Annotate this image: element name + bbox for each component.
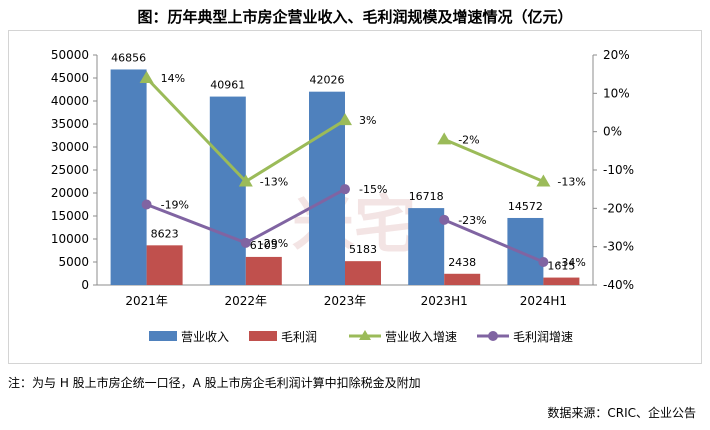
- revenue-growth-label: 3%: [359, 114, 376, 127]
- x-tick-label: 2021年: [125, 294, 168, 308]
- revenue-growth-marker: [338, 113, 352, 126]
- left-tick-label: 40000: [51, 94, 89, 108]
- bar-gross-profit: [146, 245, 183, 285]
- left-tick-label: 20000: [51, 186, 89, 200]
- left-tick-label: 35000: [51, 117, 89, 131]
- bar-data-label: 6105: [250, 239, 278, 252]
- legend-marker: [488, 331, 498, 341]
- profit-growth-line: [443, 218, 544, 264]
- bar-data-label: 42026: [310, 74, 345, 87]
- profit-growth-label: -23%: [458, 214, 486, 227]
- legend-label: 毛利润增速: [513, 330, 573, 344]
- legend-label: 营业收入增速: [385, 330, 457, 344]
- bar-revenue: [408, 208, 445, 285]
- bar-revenue: [209, 96, 246, 285]
- right-tick-label: 10%: [603, 86, 630, 100]
- revenue-growth-label: -13%: [557, 176, 585, 189]
- left-tick-label: 15000: [51, 209, 89, 223]
- left-tick-label: 5000: [58, 255, 89, 269]
- revenue-growth-marker: [437, 132, 452, 145]
- revenue-growth-line: [443, 137, 544, 183]
- revenue-growth-marker: [139, 71, 154, 83]
- profit-growth-label: -34%: [557, 256, 585, 269]
- right-tick-label: 20%: [603, 48, 630, 62]
- profit-growth-marker: [340, 184, 350, 195]
- bar-gross-profit: [345, 261, 381, 285]
- left-tick-label: 45000: [51, 71, 89, 85]
- figure-title: 图：历年典型上市房企营业收入、毛利润规模及增速情况（亿元）: [137, 8, 573, 26]
- left-tick-label: 25000: [51, 163, 89, 177]
- left-tick-label: 50000: [51, 48, 89, 62]
- x-tick-label: 2024H1: [520, 294, 567, 308]
- left-tick-label: 10000: [51, 232, 89, 246]
- profit-growth-label: -29%: [260, 237, 288, 250]
- profit-growth-label: -19%: [161, 199, 189, 212]
- revenue-growth-label: 14%: [161, 72, 185, 85]
- bar-revenue: [110, 69, 147, 285]
- combo-chart: 米宅05000100001500020000250003000035000400…: [51, 48, 634, 344]
- legend-label: 营业收入: [181, 330, 229, 344]
- right-tick-label: -40%: [603, 278, 634, 292]
- right-tick-label: 0%: [603, 125, 622, 139]
- data-source: 数据来源：CRIC、企业公告: [547, 406, 696, 420]
- bar-data-label: 8623: [151, 227, 179, 240]
- legend-marker: [359, 330, 371, 340]
- bar-gross-profit: [245, 256, 282, 285]
- bar-data-label: 14572: [508, 200, 543, 213]
- bar-data-label: 40961: [210, 79, 245, 92]
- right-tick-label: -10%: [603, 163, 634, 177]
- right-tick-label: -20%: [603, 201, 634, 215]
- legend-swatch: [149, 331, 177, 341]
- bar-gross-profit: [543, 277, 580, 285]
- revenue-growth-marker: [536, 174, 551, 187]
- left-tick-label: 0: [81, 278, 89, 292]
- x-tick-label: 2022年: [225, 294, 268, 308]
- footnote: 注：为与 H 股上市房企统一口径，A 股上市房企毛利润计算中扣除税金及附加: [8, 376, 421, 390]
- profit-growth-marker: [141, 199, 152, 210]
- bar-revenue: [507, 217, 544, 285]
- bar-data-label: 46856: [111, 51, 146, 64]
- bar-gross-profit: [444, 273, 481, 285]
- profit-growth-marker: [439, 214, 450, 225]
- bar-revenue: [309, 91, 345, 285]
- profit-growth-marker: [240, 237, 251, 248]
- chart-frame: 米宅 0 5000 10000 15000 20000 25000 30000 35000 400…: [8, 30, 702, 364]
- profit-growth-label: -15%: [359, 183, 387, 196]
- legend-swatch: [249, 331, 277, 341]
- bar-data-label: 2438: [448, 256, 476, 269]
- revenue-growth-label: -2%: [458, 133, 479, 146]
- left-tick-label: 30000: [51, 140, 89, 154]
- x-tick-label: 2023年: [324, 294, 367, 308]
- revenue-growth-marker: [238, 174, 253, 187]
- bar-data-label: 16718: [409, 190, 444, 203]
- legend-label: 毛利润: [281, 330, 317, 344]
- right-tick-label: -30%: [603, 240, 634, 254]
- profit-growth-marker: [538, 257, 549, 267]
- revenue-growth-label: -13%: [260, 176, 288, 189]
- x-tick-label: 2023H1: [421, 294, 468, 308]
- bar-data-label: 1615: [547, 260, 575, 273]
- bar-data-label: 5183: [349, 243, 377, 256]
